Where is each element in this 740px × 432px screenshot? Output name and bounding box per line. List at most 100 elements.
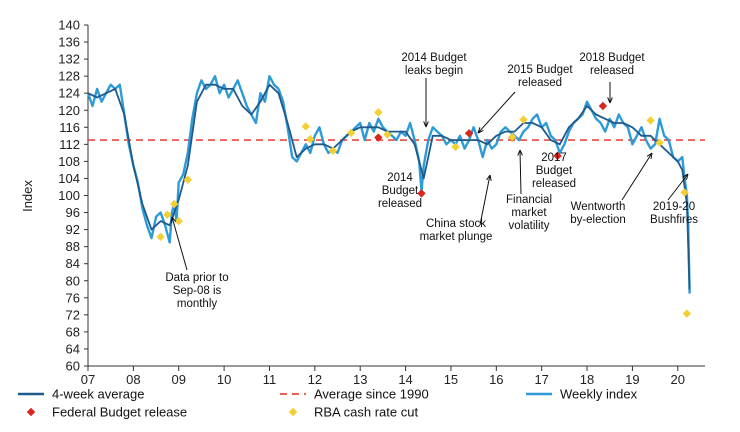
legend-swatch <box>288 407 298 417</box>
rba-cut-marker <box>183 175 193 184</box>
annotation-text: released <box>378 198 422 210</box>
annotation-arrow <box>479 174 491 226</box>
x-tick-label: 16 <box>489 372 503 387</box>
annotation-text: Sep-08 is <box>173 285 222 297</box>
legend: 4-week average Average since 1990 Weekly i… <box>18 387 638 420</box>
y-tick-label: 108 <box>58 154 80 169</box>
y-tick-label: 132 <box>58 52 80 67</box>
rba-cut-marker <box>174 216 183 226</box>
legend-label: Federal Budget release <box>52 405 187 420</box>
annotation-text: China stock <box>426 218 486 230</box>
annotation-text: released <box>590 65 634 77</box>
arrow-head-icon <box>517 149 523 156</box>
legend-label: Average since 1990 <box>314 387 429 402</box>
x-tick-label: 07 <box>81 372 95 387</box>
y-tick-label: 84 <box>66 256 80 271</box>
x-tick-label: 20 <box>671 372 685 387</box>
rba-cut-marker <box>519 115 528 124</box>
budget-release-marker <box>464 129 474 138</box>
marker-layer <box>156 101 692 318</box>
arrow-head-icon <box>423 121 429 128</box>
y-tick-label: 96 <box>66 205 80 220</box>
annotation-text: 2014 <box>387 172 413 184</box>
rba-cut-marker <box>328 146 338 155</box>
annotation-text: 2017 <box>541 152 567 164</box>
y-tick-label: 60 <box>66 359 80 374</box>
y-tick-label: 64 <box>66 341 80 356</box>
x-tick-label: 08 <box>126 372 140 387</box>
x-tick-label: 10 <box>217 372 231 387</box>
arrow-head-icon <box>486 174 492 181</box>
annotation-text: leaks begin <box>405 65 463 77</box>
y-tick-label: 72 <box>66 307 80 322</box>
x-tick-label: 17 <box>534 372 548 387</box>
annotation-text: Bushfires <box>650 214 698 226</box>
x-tick-label: 15 <box>444 372 458 387</box>
rba-cut-marker <box>374 108 383 117</box>
legend-label: Weekly index <box>560 387 638 402</box>
annotation-text: monthly <box>177 298 218 310</box>
y-tick-label: 76 <box>66 290 80 305</box>
rba-cut-marker <box>346 128 356 138</box>
rba-cut-marker <box>301 122 310 131</box>
arrow-head-icon <box>170 216 177 224</box>
annotation-text: 2019-20 <box>653 201 695 213</box>
legend-item: Average since 1990 <box>280 387 429 402</box>
annotation-arrow <box>519 149 522 195</box>
y-tick-label: 120 <box>58 103 80 118</box>
y-axis-label: Index <box>20 180 35 212</box>
budget-release-marker <box>417 189 426 198</box>
rba-cut-marker <box>680 188 689 197</box>
y-tick-label: 136 <box>58 35 80 50</box>
x-tick-label: 14 <box>398 372 412 387</box>
annotation-text: 2018 Budget <box>579 52 645 64</box>
annotation-text: Financial <box>506 194 552 206</box>
rba-cut-marker <box>169 199 179 209</box>
y-axis: 60 64 68 72 76 80 84 88 92 96 100 104 108 112 116 120 12… <box>58 18 89 374</box>
y-tick-label: 104 <box>58 171 80 186</box>
annotation-text: Budget <box>382 185 419 197</box>
annotation-text: market <box>511 207 547 219</box>
annotation-arrow <box>621 152 653 201</box>
rba-cut-marker <box>682 309 692 318</box>
annotation-arrow <box>477 91 516 134</box>
y-tick-label: 116 <box>59 120 80 135</box>
budget-release-marker <box>598 101 608 111</box>
rba-cut-marker <box>646 116 655 125</box>
arrow-head-icon <box>682 173 689 180</box>
legend-item: 4-week average <box>18 387 145 402</box>
four-week-average-line <box>87 83 691 290</box>
annotation-text: by-election <box>570 214 626 226</box>
rba-cut-marker <box>383 130 392 139</box>
x-tick-label: 12 <box>308 372 322 387</box>
annotation-arrow <box>171 216 188 271</box>
annotation-text: 2014 Budget <box>401 52 467 64</box>
arrow-head-icon <box>477 127 484 134</box>
legend-item: RBA cash rate cut <box>288 405 418 420</box>
rba-cut-marker <box>507 132 517 142</box>
legend-swatch <box>26 407 36 417</box>
annotation-text: market plunge <box>420 231 493 243</box>
y-tick-label: 80 <box>66 273 80 288</box>
x-tick-label: 09 <box>172 372 186 387</box>
legend-item: Federal Budget release <box>26 405 187 420</box>
annotation-text: 2015 Budget <box>507 64 573 76</box>
y-tick-label: 100 <box>58 188 80 203</box>
x-axis: 07 08 09 10 11 12 13 14 15 16 17 18 19 20 <box>81 365 705 387</box>
annotation-text: Wentworth <box>571 201 626 213</box>
rba-cut-marker <box>655 138 664 147</box>
x-tick-label: 19 <box>625 372 639 387</box>
annotation-text: volatility <box>509 220 550 232</box>
y-tick-label: 140 <box>58 18 80 33</box>
x-tick-label: 13 <box>353 372 367 387</box>
arrow-head-icon <box>607 97 613 104</box>
legend-label: 4-week average <box>52 387 145 402</box>
legend-label: RBA cash rate cut <box>314 405 418 420</box>
rba-cut-marker <box>156 232 165 242</box>
annotation-arrow <box>667 173 689 201</box>
annotation-text: released <box>518 77 562 89</box>
rba-cut-marker <box>306 135 315 144</box>
rba-cut-marker <box>163 210 172 219</box>
